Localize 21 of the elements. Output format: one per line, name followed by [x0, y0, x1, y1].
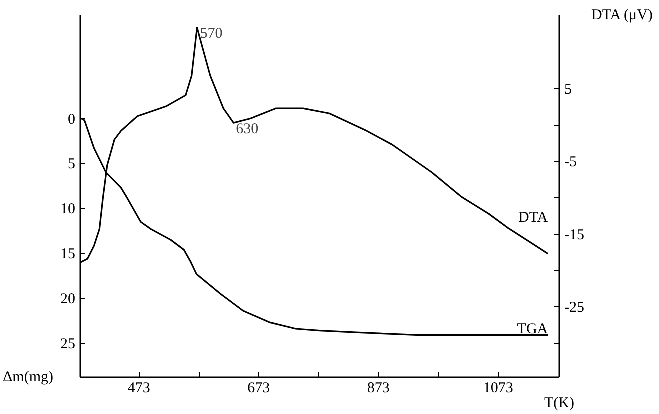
y2-tick-label: -25: [564, 300, 584, 316]
y-tick-label: 0: [68, 112, 76, 128]
y-tick-label: 20: [60, 291, 76, 308]
y2-tick-label: -5: [564, 154, 577, 171]
x-tick-label: 873: [367, 380, 390, 396]
y-tick-label: 25: [60, 336, 76, 352]
y2-axis-title: DTA (μV): [591, 8, 653, 24]
x-tick-label: 673: [248, 380, 270, 396]
y-tick-label: 5: [68, 156, 76, 173]
y2-tick-label: 5: [564, 82, 572, 98]
annotation: 630: [236, 121, 259, 138]
y-tick-label: 15: [60, 246, 76, 263]
x-axis-title: T(K): [544, 396, 575, 412]
x-tick-label: 473: [128, 380, 150, 396]
y2-tick-label: -15: [564, 227, 584, 244]
x-tick-label: 1073: [483, 380, 514, 396]
series-label: DTA: [518, 210, 548, 226]
annotation: 570: [200, 26, 223, 42]
y-axis-title: Δm(mg): [3, 370, 54, 386]
y-tick-label: 10: [60, 202, 76, 218]
series-label: TGA: [517, 321, 548, 338]
